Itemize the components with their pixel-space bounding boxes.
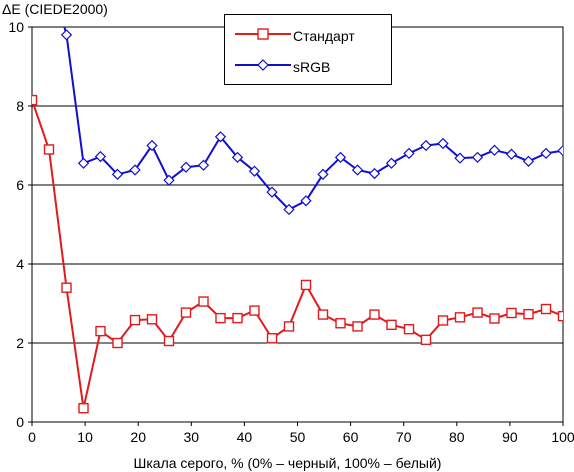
data-point: [437, 315, 449, 326]
data-point: [180, 161, 192, 173]
data-point: [300, 279, 312, 291]
data-point: [437, 137, 449, 150]
legend-label-srgb: sRGB: [293, 59, 331, 75]
data-point: [352, 321, 363, 332]
y-tick-label: 2: [16, 335, 24, 351]
data-point: [283, 203, 295, 216]
data-point: [61, 282, 72, 293]
y-tick-label: 8: [16, 98, 24, 114]
data-point: [163, 335, 175, 347]
x-tick-label: 30: [184, 429, 200, 445]
data-point: [78, 402, 89, 414]
data-point: [111, 168, 124, 180]
x-tick-label: 90: [502, 429, 518, 445]
data-point: [420, 139, 432, 152]
x-tick-label: 80: [449, 429, 465, 445]
data-point: [335, 318, 346, 329]
data-point: [454, 152, 466, 164]
data-point: [385, 157, 398, 169]
y-tick-label: 10: [8, 19, 24, 35]
data-point: [129, 164, 141, 176]
y-axis-label: ΔE (CIEDE2000): [2, 1, 108, 17]
data-point: [317, 309, 329, 320]
x-tick-label: 100: [551, 429, 574, 445]
x-tick-label: 0: [28, 429, 36, 445]
data-point: [232, 312, 243, 324]
x-axis-label: Шкала серого, % (0% – черный, 100% – бел…: [134, 455, 442, 471]
x-tick-label: 40: [237, 429, 253, 445]
data-point: [540, 147, 552, 160]
data-point: [472, 307, 483, 318]
data-point: [32, 94, 38, 106]
data-point: [43, 144, 55, 155]
data-point: [248, 165, 261, 177]
series-srgb: [60, 27, 563, 216]
x-tick-label: 70: [396, 429, 412, 445]
data-point: [317, 168, 329, 180]
data-point: [420, 334, 432, 346]
data-point: [163, 174, 175, 186]
data-point: [369, 309, 380, 320]
x-tick-label: 20: [130, 429, 146, 445]
series-standard: [32, 94, 563, 414]
data-point: [249, 305, 260, 316]
legend-swatch-srgb: [235, 59, 291, 71]
data-point: [180, 307, 192, 318]
data-point: [266, 333, 278, 344]
legend-item-standard: Стандарт: [225, 26, 391, 46]
data-point: [300, 195, 312, 207]
data-point: [266, 186, 278, 198]
data-point: [505, 148, 518, 160]
legend-label-standard: Стандарт: [293, 28, 355, 44]
plot-frame: [31, 26, 564, 423]
data-point: [488, 144, 501, 156]
data-point: [197, 159, 210, 171]
y-tick-label: 4: [16, 256, 24, 272]
data-point: [283, 321, 295, 332]
data-point: [198, 296, 209, 307]
legend-swatch-standard: [235, 28, 291, 40]
data-point: [231, 151, 244, 163]
data-point: [557, 144, 563, 157]
data-point: [94, 150, 107, 163]
data-point: [77, 157, 90, 169]
x-tick-label: 50: [290, 429, 306, 445]
data-point: [112, 337, 123, 349]
data-point: [146, 139, 158, 152]
data-point: [540, 303, 552, 315]
data-point: [523, 308, 534, 320]
data-point: [95, 325, 106, 337]
data-point: [146, 314, 158, 325]
data-point: [471, 151, 484, 163]
data-point: [60, 29, 73, 41]
data-point: [368, 167, 381, 180]
legend: Стандарт sRGB: [224, 14, 392, 85]
data-point: [506, 307, 517, 319]
data-point: [351, 164, 364, 176]
legend-item-srgb: sRGB: [225, 57, 391, 77]
data-point: [334, 151, 347, 163]
series-line: [32, 99, 563, 410]
x-tick-label: 10: [77, 429, 93, 445]
data-point: [489, 313, 500, 324]
x-tick-label: 60: [343, 429, 359, 445]
data-point: [214, 131, 227, 143]
data-point: [522, 155, 535, 167]
y-tick-label: 0: [16, 414, 24, 430]
data-point: [386, 319, 397, 331]
data-point: [454, 312, 466, 323]
data-point: [215, 312, 226, 324]
data-point: [403, 147, 415, 160]
data-point: [129, 314, 141, 326]
y-tick-label: 6: [16, 177, 24, 193]
data-point: [403, 323, 415, 335]
data-point: [557, 310, 563, 322]
